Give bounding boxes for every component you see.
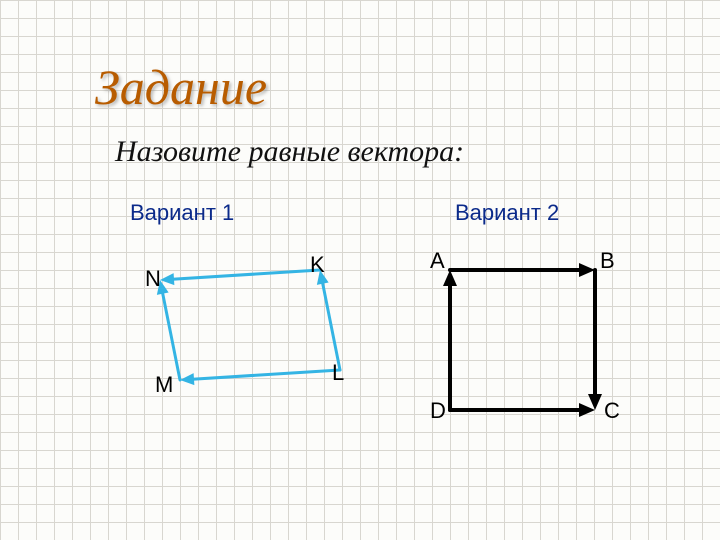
point-label: K [310,252,325,278]
variant-2-label: Вариант 2 [455,200,559,226]
diagram-variant-2 [420,240,660,440]
point-label: B [600,248,615,274]
point-label: A [430,248,445,274]
point-label: C [604,398,620,424]
page-title: Задание [95,58,267,116]
point-label: D [430,398,446,424]
point-label: M [155,372,173,398]
diagram-variant-1 [105,240,365,420]
point-label: L [332,360,344,386]
variant-1-label: Вариант 1 [130,200,234,226]
subtitle: Назовите равные вектора: [115,135,464,169]
slide-content: Задание Назовите равные вектора: Вариант… [0,0,720,540]
point-label: N [145,266,161,292]
